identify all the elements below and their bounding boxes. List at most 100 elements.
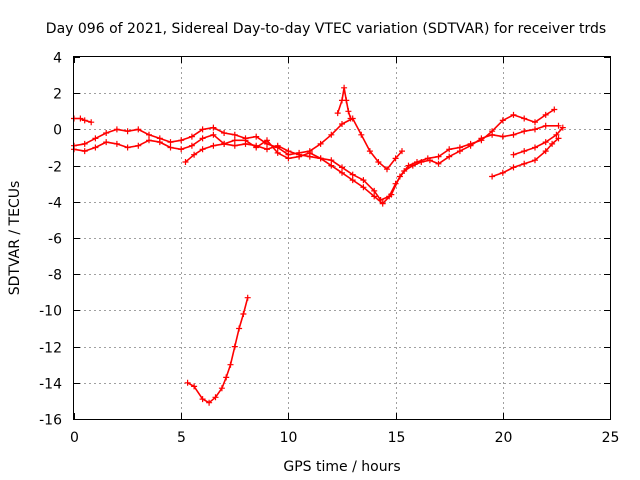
data-point bbox=[349, 177, 356, 184]
data-point bbox=[306, 153, 313, 160]
data-point bbox=[399, 148, 405, 155]
data-point bbox=[371, 193, 378, 200]
data-point bbox=[426, 157, 433, 164]
data-point bbox=[274, 142, 281, 149]
data-point bbox=[360, 184, 367, 191]
data-point bbox=[223, 374, 230, 381]
data-point bbox=[542, 148, 549, 155]
data-point bbox=[339, 121, 345, 127]
x-tick-label: 20 bbox=[495, 430, 513, 446]
data-point bbox=[191, 383, 198, 390]
series-arc-5 bbox=[489, 135, 562, 180]
data-point bbox=[285, 148, 292, 155]
data-point bbox=[521, 148, 528, 155]
data-point bbox=[358, 131, 365, 138]
data-point bbox=[274, 149, 281, 156]
data-point bbox=[379, 200, 386, 207]
plot-frame bbox=[73, 56, 611, 420]
data-point bbox=[328, 157, 335, 164]
data-point bbox=[532, 119, 538, 126]
data-point bbox=[510, 164, 517, 171]
data-point bbox=[182, 159, 189, 165]
data-point bbox=[409, 162, 416, 169]
data-point bbox=[188, 142, 195, 149]
data-point bbox=[532, 157, 538, 164]
data-point bbox=[349, 171, 356, 178]
data-point bbox=[345, 108, 352, 115]
data-point bbox=[456, 148, 463, 155]
data-point bbox=[146, 137, 152, 144]
data-point bbox=[92, 144, 99, 151]
y-tick-label: -14 bbox=[39, 377, 62, 393]
y-axis-label: SDTVAR / TECUs bbox=[7, 181, 23, 296]
y-tick-label: 2 bbox=[53, 87, 62, 103]
chart-title: Day 096 of 2021, Sidereal Day-to-day VTE… bbox=[46, 21, 606, 37]
data-point bbox=[542, 122, 549, 129]
series-line bbox=[186, 296, 249, 404]
y-axis-tick-labels: 4 2 0 -2 -4 -6 -8 -10 -12 -14 -16 bbox=[39, 51, 62, 429]
data-point bbox=[521, 115, 528, 122]
data-point bbox=[199, 126, 206, 133]
data-point bbox=[253, 142, 260, 149]
data-point bbox=[510, 111, 517, 118]
data-point bbox=[499, 117, 506, 124]
series-spike bbox=[334, 84, 354, 122]
data-point bbox=[551, 106, 558, 113]
data-point bbox=[392, 180, 399, 187]
data-point bbox=[371, 187, 378, 194]
data-point bbox=[88, 119, 95, 126]
data-point bbox=[199, 396, 206, 403]
data-point bbox=[478, 135, 485, 142]
data-point bbox=[435, 153, 442, 160]
x-tick-label: 15 bbox=[388, 430, 406, 446]
data-point bbox=[384, 166, 390, 173]
data-point bbox=[210, 131, 217, 138]
data-point bbox=[240, 311, 247, 317]
data-point bbox=[242, 140, 249, 147]
data-point bbox=[328, 162, 335, 169]
axis-ticks bbox=[74, 57, 611, 420]
x-axis-label: GPS time / hours bbox=[283, 459, 400, 475]
data-point bbox=[77, 115, 84, 122]
data-point bbox=[467, 142, 474, 149]
data-point bbox=[210, 142, 217, 149]
x-axis-tick-labels: 0 5 10 15 20 25 bbox=[70, 430, 619, 446]
y-tick-label: -12 bbox=[39, 341, 62, 357]
x-tick-label: 5 bbox=[177, 430, 186, 446]
data-point bbox=[296, 151, 303, 158]
data-point bbox=[253, 133, 260, 140]
data-point bbox=[236, 325, 243, 332]
data-point bbox=[328, 131, 335, 138]
y-tick-label: -6 bbox=[48, 232, 62, 248]
series-line bbox=[73, 117, 92, 123]
data-point bbox=[167, 144, 174, 151]
data-point bbox=[221, 130, 228, 136]
series-low-arc bbox=[184, 294, 251, 406]
y-tick-label: -16 bbox=[39, 413, 62, 429]
y-tick-label: -8 bbox=[48, 268, 62, 284]
data-point bbox=[339, 164, 345, 171]
data-point bbox=[343, 97, 350, 104]
data-point bbox=[218, 385, 225, 392]
y-tick-label: -4 bbox=[48, 196, 62, 212]
data-point bbox=[446, 153, 453, 160]
data-point bbox=[559, 124, 566, 131]
y-tick-label: 0 bbox=[53, 123, 62, 139]
data-point bbox=[210, 124, 217, 131]
data-point bbox=[264, 146, 270, 153]
data-point bbox=[113, 126, 120, 133]
data-point bbox=[555, 135, 562, 142]
data-point bbox=[317, 140, 324, 147]
data-point bbox=[81, 117, 88, 124]
data-point bbox=[92, 135, 99, 142]
data-point bbox=[103, 139, 110, 146]
series-arc-6 bbox=[510, 124, 566, 158]
data-point bbox=[489, 131, 496, 138]
x-tick-label: 0 bbox=[70, 430, 79, 446]
data-point bbox=[135, 126, 142, 133]
data-point bbox=[167, 139, 174, 146]
data-point bbox=[285, 155, 292, 162]
data-point bbox=[555, 122, 562, 129]
data-point bbox=[199, 135, 206, 142]
